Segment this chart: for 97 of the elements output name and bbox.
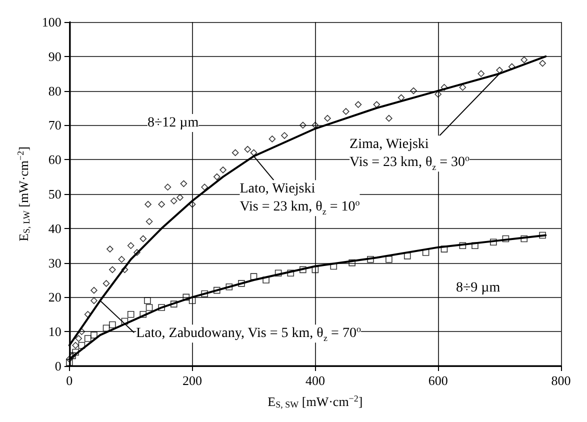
point xyxy=(300,266,306,274)
point xyxy=(459,84,466,91)
point xyxy=(75,335,82,342)
point xyxy=(180,180,188,188)
point xyxy=(386,114,392,122)
point xyxy=(422,249,430,256)
annotation: 8÷12 µm xyxy=(147,116,199,130)
point xyxy=(312,266,319,274)
point xyxy=(146,218,153,225)
point xyxy=(367,256,374,263)
point xyxy=(220,166,226,174)
point xyxy=(158,304,165,311)
point xyxy=(478,70,485,77)
point xyxy=(78,342,86,349)
x-tick-label: 0 xyxy=(66,373,73,388)
point xyxy=(84,335,92,342)
point xyxy=(72,342,79,349)
point xyxy=(459,242,466,249)
annotation: 8÷9 µm xyxy=(456,280,500,296)
point xyxy=(176,194,184,201)
point xyxy=(170,300,178,308)
point xyxy=(268,136,276,142)
point xyxy=(213,286,220,294)
point xyxy=(170,197,178,204)
point xyxy=(520,56,528,64)
point xyxy=(90,332,98,338)
point xyxy=(109,321,116,328)
point xyxy=(502,235,510,242)
point xyxy=(472,242,478,249)
point xyxy=(158,200,165,208)
point xyxy=(410,87,417,94)
x-tick-label: 600 xyxy=(428,373,448,388)
point xyxy=(434,90,442,98)
point xyxy=(72,348,79,356)
point xyxy=(300,122,306,129)
y-tick-label: 20 xyxy=(48,290,62,305)
point xyxy=(354,101,362,108)
point xyxy=(287,270,294,277)
point xyxy=(250,149,258,156)
point xyxy=(274,270,282,277)
point xyxy=(118,256,126,263)
point xyxy=(146,304,153,311)
point xyxy=(102,280,110,287)
point xyxy=(404,252,411,260)
point xyxy=(520,235,528,242)
point xyxy=(201,184,208,191)
point xyxy=(140,311,147,318)
y-tick-label: 80 xyxy=(48,83,62,98)
point xyxy=(539,60,546,67)
y-tick-label: 70 xyxy=(48,118,62,133)
point xyxy=(496,66,503,74)
point xyxy=(144,200,152,208)
point xyxy=(213,173,220,180)
y-axis-title: ES, LW [mW·cm−2] xyxy=(16,146,32,242)
point xyxy=(348,259,356,266)
point xyxy=(330,262,338,270)
point xyxy=(490,238,497,246)
point xyxy=(140,235,147,242)
point xyxy=(90,286,98,294)
y-tick-label: 100 xyxy=(42,14,62,30)
point xyxy=(440,246,448,252)
point xyxy=(90,297,98,304)
point xyxy=(238,280,245,287)
y-tick-label: 60 xyxy=(48,152,62,168)
y-tick-label: 50 xyxy=(48,186,62,202)
point xyxy=(226,283,233,290)
point xyxy=(201,290,208,298)
point xyxy=(127,311,134,318)
point xyxy=(109,266,116,274)
point xyxy=(106,246,114,252)
point xyxy=(281,132,288,139)
point xyxy=(373,101,380,108)
point xyxy=(312,122,319,129)
point xyxy=(182,294,190,301)
point xyxy=(127,242,134,249)
point xyxy=(324,114,331,122)
point xyxy=(342,108,350,115)
y-tick-label: 0 xyxy=(54,358,62,374)
y-tick-label: 40 xyxy=(48,220,62,236)
point xyxy=(66,359,73,366)
point xyxy=(539,232,546,239)
point xyxy=(164,184,172,191)
point xyxy=(188,297,196,304)
point xyxy=(232,149,239,156)
point xyxy=(244,146,252,153)
y-tick-label: 10 xyxy=(48,324,62,340)
point xyxy=(144,297,151,304)
point xyxy=(386,256,392,263)
point xyxy=(398,94,405,102)
point xyxy=(250,273,258,280)
y-tick-label: 90 xyxy=(48,48,62,64)
y-tick-label: 30 xyxy=(48,255,62,270)
point xyxy=(121,318,128,325)
x-tick-label: 200 xyxy=(182,373,202,388)
point xyxy=(102,324,110,332)
x-tick-label: 800 xyxy=(551,373,571,388)
x-tick-label: 400 xyxy=(305,373,325,388)
